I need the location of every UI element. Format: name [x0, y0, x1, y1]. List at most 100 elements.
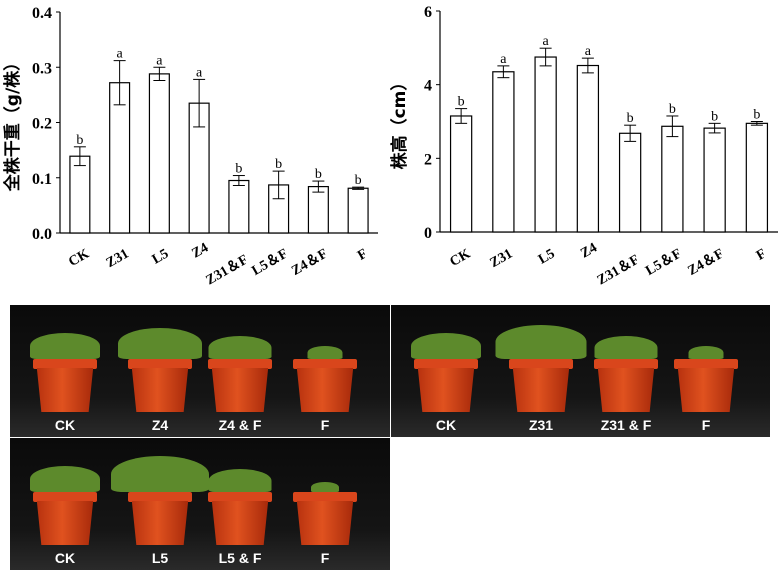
pot-body	[36, 501, 94, 545]
seedling	[495, 325, 587, 359]
pot-rim	[33, 492, 97, 502]
pot-body	[131, 368, 189, 412]
plant-pot	[118, 325, 202, 420]
photo-panel-z31: CK Z31 Z31 & F F	[391, 305, 770, 437]
significance-letter: b	[711, 109, 718, 124]
pot-rim	[33, 359, 97, 369]
pot-rim	[208, 492, 272, 502]
photo-panel-l5: CK L5 L5 & F F	[10, 438, 390, 570]
significance-letter: b	[458, 95, 465, 110]
pot-rim	[293, 492, 357, 502]
bar	[576, 64, 600, 233]
y-axis-label: 株高（cm）	[390, 74, 410, 170]
plant-pot	[293, 325, 357, 420]
photo-label: Z4	[151, 417, 169, 433]
pot-body	[296, 368, 354, 412]
significance-letter: a	[196, 65, 203, 80]
seedling	[594, 335, 658, 359]
seedling	[311, 481, 339, 492]
bar	[228, 179, 250, 234]
y-tick-label: 0.0	[32, 226, 52, 243]
dry-weight-chart: 0.0 0.1 0.2 0.3 0.4 全株干重（g/株） b CK a Z31 a L5 a Z4 b Z3…	[2, 5, 378, 289]
seedling	[118, 327, 202, 359]
x-tick-label: Z4	[189, 240, 211, 261]
x-tick-label: Z31＆F	[594, 252, 642, 289]
pot-rim	[128, 359, 192, 369]
pot-rim	[414, 359, 478, 369]
bar	[534, 56, 557, 233]
x-tick-label: Z31	[104, 246, 132, 271]
photo-label: F	[320, 550, 330, 566]
y-tick-label: 0	[424, 225, 432, 242]
seedling	[411, 333, 481, 359]
pot-body	[36, 368, 94, 412]
x-tick-label: F	[754, 246, 769, 263]
bar	[618, 132, 642, 233]
significance-letter: a	[543, 34, 550, 49]
pot-body	[211, 368, 269, 412]
bar	[703, 127, 726, 233]
significance-letter: b	[355, 173, 362, 188]
x-tick-label: Z31	[488, 246, 516, 271]
photo-label: Z31	[528, 417, 554, 433]
seedling	[208, 468, 272, 492]
seedling	[208, 335, 272, 359]
plant-pot	[30, 458, 100, 553]
seedling	[30, 333, 100, 359]
x-tick-label: Z4	[578, 240, 600, 261]
bar	[449, 115, 473, 233]
x-tick-label: L5＆F	[249, 246, 291, 279]
x-tick-label: L5＆F	[643, 246, 685, 279]
y-tick-label: 0.2	[32, 116, 52, 133]
significance-letter: b	[76, 133, 83, 148]
pot-rim	[594, 359, 658, 369]
photo-label: F	[320, 417, 330, 433]
bar	[661, 125, 684, 233]
significance-letter: b	[669, 102, 676, 117]
photo-label: L5 & F	[218, 550, 262, 566]
x-tick-label: L5	[536, 246, 558, 267]
x-tick-label: Z31＆F	[203, 252, 251, 289]
significance-letter: a	[156, 53, 163, 68]
significance-letter: a	[585, 44, 592, 59]
photo-panel-z4: CK Z4 Z4 & F F	[10, 305, 390, 437]
pot-rim	[293, 359, 357, 369]
pot-body	[677, 368, 735, 412]
plant-pot	[411, 325, 481, 420]
pot-body	[296, 501, 354, 545]
x-tick-label: Z4＆F	[289, 246, 331, 279]
seedling	[307, 346, 343, 359]
pot-body	[417, 368, 475, 412]
significance-letter: b	[753, 108, 760, 123]
pot-body	[512, 368, 570, 412]
significance-letter: b	[235, 162, 242, 177]
plant-pot	[594, 325, 658, 420]
plant-pot	[208, 325, 272, 420]
pot-body	[211, 501, 269, 545]
bar	[148, 73, 170, 234]
pot-rim	[674, 359, 738, 369]
significance-letter: b	[627, 111, 634, 126]
photo-label: Z4 & F	[218, 417, 262, 433]
pot-rim	[208, 359, 272, 369]
x-tick-label: F	[355, 246, 370, 263]
photo-label: L5	[151, 550, 169, 566]
plant-pot	[495, 325, 587, 420]
significance-letter: a	[500, 52, 507, 67]
y-tick-label: 4	[424, 78, 432, 95]
plant-height-chart: 0 2 4 6 株高（cm） b CK a Z31 a L5 a Z4 b Z31＆F b L5＆F b Z4＆F b…	[390, 4, 778, 289]
y-axis-label: 全株干重（g/株）	[2, 54, 23, 192]
photo-label: CK	[54, 550, 76, 566]
bar	[69, 155, 91, 234]
significance-letter: b	[315, 167, 322, 182]
bar	[745, 122, 769, 233]
x-tick-label: L5	[150, 246, 172, 267]
photo-label: CK	[435, 417, 457, 433]
plant-pot	[293, 458, 357, 553]
plant-pot	[674, 325, 738, 420]
pot-rim	[128, 492, 192, 502]
pot-body	[597, 368, 655, 412]
significance-letter: a	[117, 47, 124, 62]
y-tick-label: 6	[424, 4, 432, 21]
x-tick-label: Z4＆F	[685, 246, 727, 279]
